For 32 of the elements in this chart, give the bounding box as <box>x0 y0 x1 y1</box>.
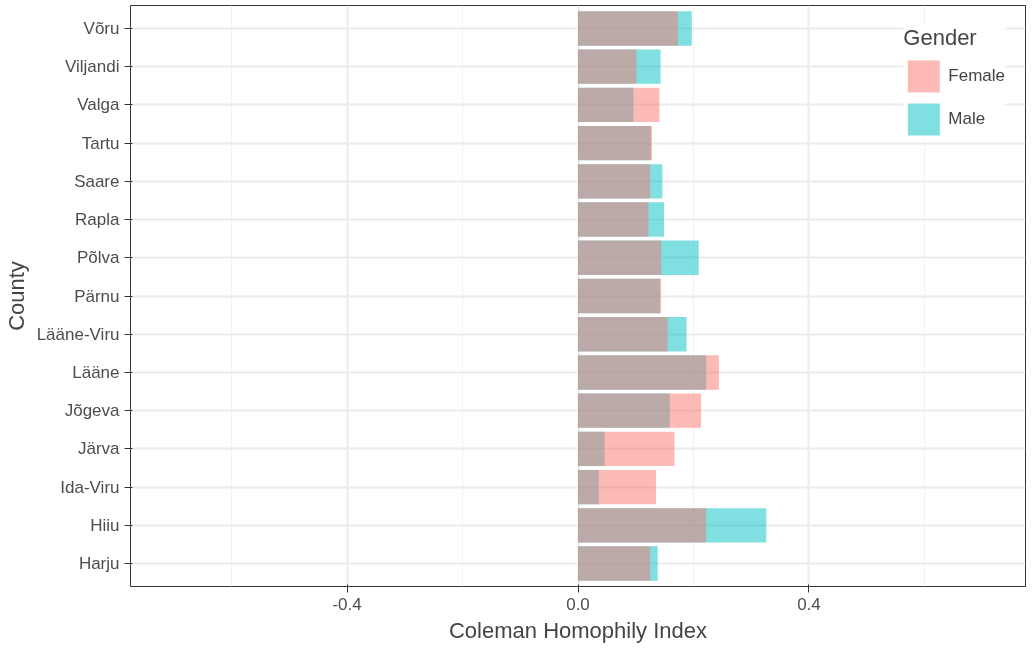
bar <box>578 87 660 123</box>
y-tick-label: Ida-Viru <box>60 477 120 497</box>
y-tick-label: Hiiu <box>90 515 120 535</box>
y-tick-label: Järva <box>77 439 121 459</box>
bar <box>578 49 637 84</box>
x-tick-label: 0.4 <box>797 594 821 614</box>
legend-label: Male <box>948 109 986 129</box>
bar <box>578 393 701 428</box>
y-tick-label: Põlva <box>76 248 121 268</box>
y-tick-label: Lääne-Viru <box>36 324 120 344</box>
x-tick-label: 0.0 <box>566 594 590 614</box>
y-tick-label: Saare <box>74 171 120 191</box>
y-tick-label: Tartu <box>81 133 120 153</box>
bar <box>578 469 656 505</box>
bar <box>578 431 675 467</box>
y-axis-title: County <box>3 261 29 331</box>
bar <box>578 202 649 237</box>
legend-title: Gender <box>903 25 978 51</box>
x-axis-title: Coleman Homophily Index <box>448 617 708 643</box>
y-tick-label: Võru <box>83 18 120 38</box>
y-tick-label: Rapla <box>75 210 121 230</box>
bar <box>578 317 668 352</box>
y-tick-label: Lääne <box>72 362 120 382</box>
bar <box>578 508 707 543</box>
x-tick-label: -0.4 <box>332 594 362 614</box>
y-tick-label: Viljandi <box>65 57 120 77</box>
y-tick-label: Pärnu <box>74 286 120 306</box>
y-tick-label: Valga <box>77 95 121 115</box>
y-tick-label: Jõgeva <box>64 401 121 421</box>
y-tick-label: Harju <box>78 554 120 574</box>
bar <box>578 240 662 275</box>
legend-label: Female <box>948 66 1005 86</box>
